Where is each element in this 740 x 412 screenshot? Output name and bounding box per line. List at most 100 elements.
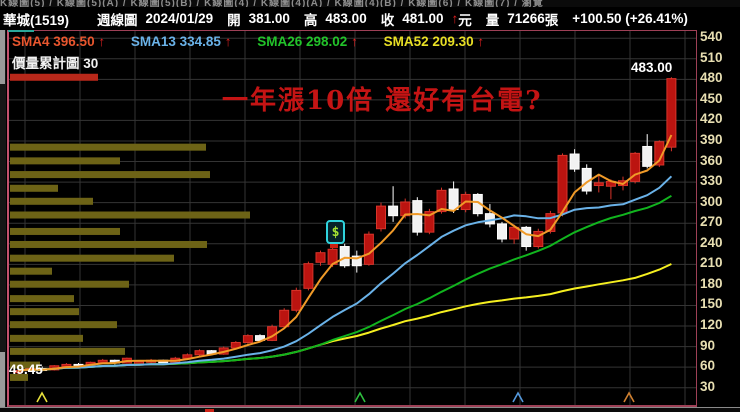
lower-panel-red-tick <box>205 409 214 412</box>
price-axis-tick: 60 <box>700 358 716 374</box>
signal-caret <box>623 391 635 403</box>
volume-profile-bar <box>10 240 207 248</box>
price-axis-tick: 90 <box>700 337 716 353</box>
left-scrollbar-thumb-bottom[interactable] <box>0 352 5 407</box>
volume-profile-bar <box>10 197 93 205</box>
candle-body <box>533 230 544 248</box>
candle-body <box>666 78 677 148</box>
quote-header: 華城(1519) 週線圖 2024/01/29 開 381.00 高 483.0… <box>0 7 740 30</box>
close-value: 481.00 <box>402 11 444 26</box>
open-label: 開 <box>227 12 241 28</box>
menu-strip-text: K線圖(5) / K線圖(5)(A) / K線圖(5)(B) / K線圖(4) … <box>0 0 544 7</box>
sma13-line <box>17 175 673 372</box>
price-axis-tick: 540 <box>700 29 723 45</box>
candle-body <box>412 200 423 233</box>
candle-body <box>255 335 265 341</box>
price-axis-tick: 120 <box>700 317 723 333</box>
sma52-value: 209.30 <box>432 34 474 49</box>
volume-profile-bar <box>10 334 83 342</box>
signal-caret <box>512 391 524 403</box>
dollar-signal-badge[interactable]: $ <box>326 220 345 244</box>
change-value: +100.50 (+26.41%) <box>572 11 688 26</box>
top-menu-strip[interactable]: K線圖(5) / K線圖(5)(A) / K線圖(5)(B) / K線圖(4) … <box>0 0 740 7</box>
volume-profile-bar <box>10 347 125 355</box>
volume-profile-bar <box>10 184 58 192</box>
price-axis-tick: 390 <box>700 131 723 147</box>
sma4-label: SMA4 <box>12 34 50 49</box>
stock-name: 華城(1519) <box>3 12 70 28</box>
volume-profile-bar <box>10 295 74 303</box>
left-scrollbar-thumb-top[interactable] <box>0 30 5 84</box>
price-axis-tick: 300 <box>700 193 723 209</box>
high-price-tag: 483.00 <box>631 60 673 75</box>
period-label[interactable]: 週線圖 <box>97 12 138 28</box>
lower-panel-sliver <box>0 408 740 412</box>
volume-profile-bar <box>10 171 210 179</box>
candle-body <box>291 289 302 311</box>
annotation-text: 一年漲10倍 還好有台電? <box>222 86 543 116</box>
low-price-tag: 49.45 <box>9 362 43 377</box>
price-axis-tick: 270 <box>700 214 723 230</box>
price-axis-tick: 360 <box>700 152 723 168</box>
sma-legend: SMA4 396.50 ↑ SMA13 334.85 ↑ SMA26 298.0… <box>12 34 506 49</box>
candle-body <box>363 233 374 265</box>
volume-profile-bar <box>10 227 120 235</box>
candle-body <box>642 145 653 167</box>
currency-label: 元 <box>458 12 472 28</box>
price-axis-tick: 420 <box>700 111 723 127</box>
candle-body <box>424 211 435 233</box>
vp-param: 30 <box>83 56 99 71</box>
volume-unit: 張 <box>544 12 559 28</box>
volume-profile-bar <box>10 321 117 329</box>
high-label: 高 <box>303 12 318 28</box>
open-value: 381.00 <box>248 11 290 26</box>
sma26-value: 298.02 <box>306 34 348 49</box>
price-axis-tick: 150 <box>700 296 723 312</box>
volume-profile-bar <box>10 308 79 316</box>
candle-body <box>279 309 290 328</box>
up-arrow-icon: ↑ <box>451 11 459 26</box>
candle-body <box>448 188 459 211</box>
volume-profile-bar <box>10 373 28 381</box>
high-value: 483.00 <box>325 11 367 26</box>
price-axis-tick: 450 <box>700 90 723 106</box>
sma52-label: SMA52 <box>383 34 429 49</box>
sma13-label: SMA13 <box>130 34 176 49</box>
volume-profile-bar <box>10 267 52 275</box>
volume-profile-bar <box>10 254 174 262</box>
candle-body <box>242 335 253 343</box>
candle-body <box>557 154 568 214</box>
sma4-value: 396.50 <box>53 34 95 49</box>
candle-body <box>376 205 386 230</box>
volume-profile-bar <box>10 73 98 81</box>
price-axis-tick: 180 <box>700 275 723 291</box>
price-axis-tick: 510 <box>700 49 723 65</box>
price-axis-tick: 240 <box>700 234 723 250</box>
candle-body <box>194 350 205 356</box>
candle-body <box>303 263 314 289</box>
sma13-value: 334.85 <box>179 34 221 49</box>
sma4-line <box>17 134 673 372</box>
volume-profile-bar <box>10 361 40 369</box>
badge-red-tick <box>330 244 338 248</box>
candle-body <box>569 153 580 170</box>
candle-body <box>351 255 362 267</box>
candlestick-chart[interactable] <box>7 30 697 407</box>
left-edge-strip <box>0 30 6 407</box>
price-axis-tick: 330 <box>700 173 723 189</box>
price-axis-tick: 210 <box>700 255 723 271</box>
candle-body <box>339 246 350 267</box>
signal-caret <box>36 391 48 403</box>
quote-date: 2024/01/29 <box>145 11 214 26</box>
price-axis-tick: 30 <box>700 378 716 394</box>
volume-profile-bar <box>10 143 206 151</box>
signal-caret <box>354 391 366 403</box>
price-axis-tick: 480 <box>700 70 723 86</box>
candle-body <box>509 226 520 240</box>
candle-body <box>497 223 507 240</box>
teal-tick-mark <box>8 30 34 32</box>
candle-body <box>593 182 604 187</box>
volume-profile-bar <box>10 157 120 165</box>
candle-body <box>630 152 641 182</box>
